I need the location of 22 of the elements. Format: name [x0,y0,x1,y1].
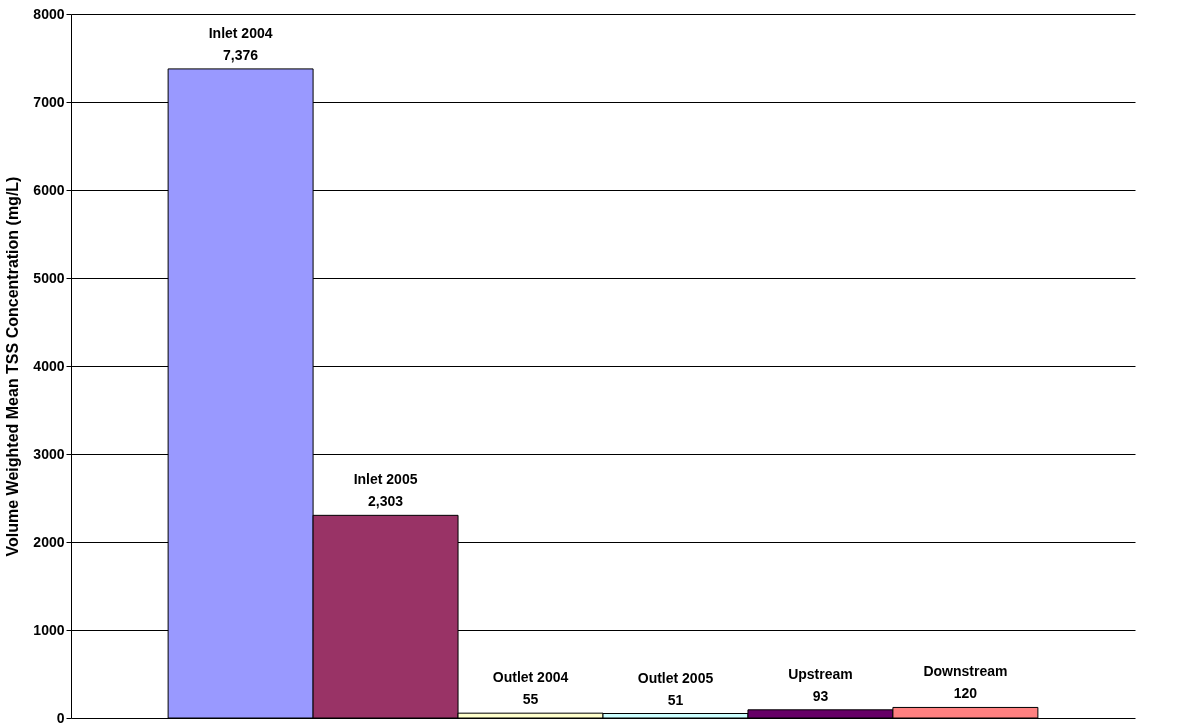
y-tick-label: 5000 [33,269,65,286]
y-axis-title: Volume Weighted Mean TSS Concentration (mg/L) [4,176,22,557]
x-tick-label: Outlet 2005 [637,669,714,686]
y-tick-label: 3000 [33,445,65,462]
y-tick-label: 1000 [33,621,65,638]
data-label: 2,303 [368,493,404,510]
data-label: 7,376 [223,46,259,63]
data-label: 51 [667,691,684,708]
data-label: 93 [812,687,829,704]
y-tick-label: 8000 [33,5,65,22]
y-tick-label: 6000 [33,181,65,198]
y-tick-label: 7000 [33,93,65,110]
y-tick-label: 0 [56,709,65,726]
data-label: 55 [522,691,539,708]
x-tick-label: Inlet 2005 [353,471,418,488]
x-tick-label: Inlet 2004 [208,24,273,41]
x-tick-label: Outlet 2004 [492,669,569,686]
x-tick-label: Downstream [923,663,1008,680]
x-tick-label: Upstream [788,665,853,682]
y-tick-label: 2000 [33,533,65,550]
data-label: 120 [953,685,978,702]
y-tick-label: 4000 [33,357,65,374]
